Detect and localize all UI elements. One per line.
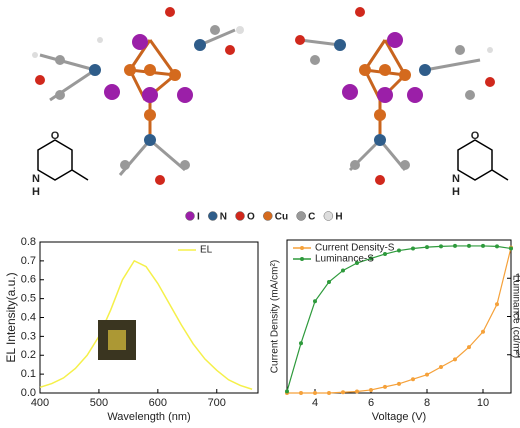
data-point — [467, 243, 471, 248]
atom-label: I — [197, 212, 200, 223]
y-tick-label: 0.7 — [21, 255, 36, 267]
data-point — [509, 246, 513, 251]
data-point — [397, 381, 401, 386]
data-point — [313, 391, 317, 395]
x-tick-label: 500 — [90, 397, 108, 409]
data-point — [369, 256, 373, 261]
data-point — [299, 341, 303, 346]
data-point — [453, 243, 457, 248]
x-tick-label: 10 — [477, 397, 489, 409]
y-tick-label: 0.4 — [21, 311, 36, 323]
x-tick-label: 700 — [208, 397, 226, 409]
molecule-left — [32, 7, 244, 185]
atom-label: H — [335, 212, 342, 223]
atom-swatch — [185, 211, 195, 221]
data-point — [439, 364, 443, 369]
data-point — [369, 387, 373, 392]
data-point — [341, 390, 345, 395]
legend-label: EL — [200, 245, 213, 256]
data-point — [285, 389, 289, 394]
legend-label: Current Density-S — [315, 243, 395, 254]
legend-marker — [300, 246, 304, 250]
y-tick-label: 0.6 — [21, 274, 36, 286]
y2-tick-label: 10 — [515, 349, 520, 361]
x-tick-label: 8 — [424, 397, 430, 409]
structure-label: H — [32, 186, 40, 198]
y-tick-label: 0.3 — [21, 330, 36, 342]
molecule-right — [295, 7, 509, 185]
atom-label: Cu — [275, 212, 288, 223]
x-axis-label: Voltage (V) — [372, 411, 426, 423]
data-point — [341, 268, 345, 273]
data-point — [313, 299, 317, 304]
structure-label: O — [471, 130, 480, 142]
y-axis-label: Current Density (mA/cm²) — [270, 260, 281, 373]
data-point — [425, 372, 429, 377]
inset-photo-glow — [108, 330, 126, 350]
x-tick-label: 400 — [31, 397, 49, 409]
y-tick-label: 0.0 — [21, 387, 36, 399]
structure-label: N — [452, 173, 460, 185]
data-point — [411, 246, 415, 251]
atom-label: N — [220, 212, 227, 223]
data-point — [481, 329, 485, 334]
atom-swatch — [235, 211, 245, 221]
x-tick-label: 6 — [368, 397, 374, 409]
structure-label: H — [452, 186, 460, 198]
atom-swatch — [323, 211, 334, 221]
data-point — [495, 244, 499, 249]
y-tick-label: 0.1 — [21, 368, 36, 380]
structure-label: N — [32, 173, 40, 185]
y2-tick-label: 1000 — [515, 272, 520, 284]
data-point — [495, 302, 499, 307]
atom-label: C — [308, 212, 315, 223]
x-tick-label: 600 — [149, 397, 167, 409]
y-tick-label: 0.5 — [21, 293, 36, 305]
data-point — [453, 357, 457, 362]
data-point — [383, 252, 387, 257]
data-point — [481, 243, 485, 248]
data-point — [425, 245, 429, 250]
x-axis-label: Wavelength (nm) — [107, 411, 190, 423]
structure-label: O — [51, 130, 60, 142]
series-line — [39, 259, 253, 390]
series-line — [286, 245, 512, 392]
y2-axis-label: Luminance (cd/m²) — [510, 275, 520, 358]
data-point — [467, 345, 471, 350]
legend-label: Luminance-S — [315, 254, 374, 265]
y-tick-label: 0.2 — [21, 349, 36, 361]
data-point — [383, 384, 387, 389]
data-point — [439, 244, 443, 249]
y-tick-label: 0.8 — [21, 236, 36, 248]
data-point — [299, 391, 303, 395]
atom-swatch — [296, 211, 306, 221]
data-point — [397, 248, 401, 253]
x-tick-label: 4 — [312, 397, 318, 409]
data-point — [355, 389, 359, 394]
data-point — [327, 279, 331, 284]
y2-tick-label: 100 — [515, 310, 520, 322]
data-point — [355, 261, 359, 266]
atom-swatch — [263, 211, 273, 221]
data-point — [327, 391, 331, 395]
data-point — [411, 377, 415, 382]
y-axis-label: EL Intensity(a.u.) — [4, 272, 18, 362]
legend-marker — [300, 257, 304, 261]
series-line — [287, 247, 512, 394]
atom-swatch — [208, 211, 218, 221]
atom-label: O — [247, 212, 255, 223]
